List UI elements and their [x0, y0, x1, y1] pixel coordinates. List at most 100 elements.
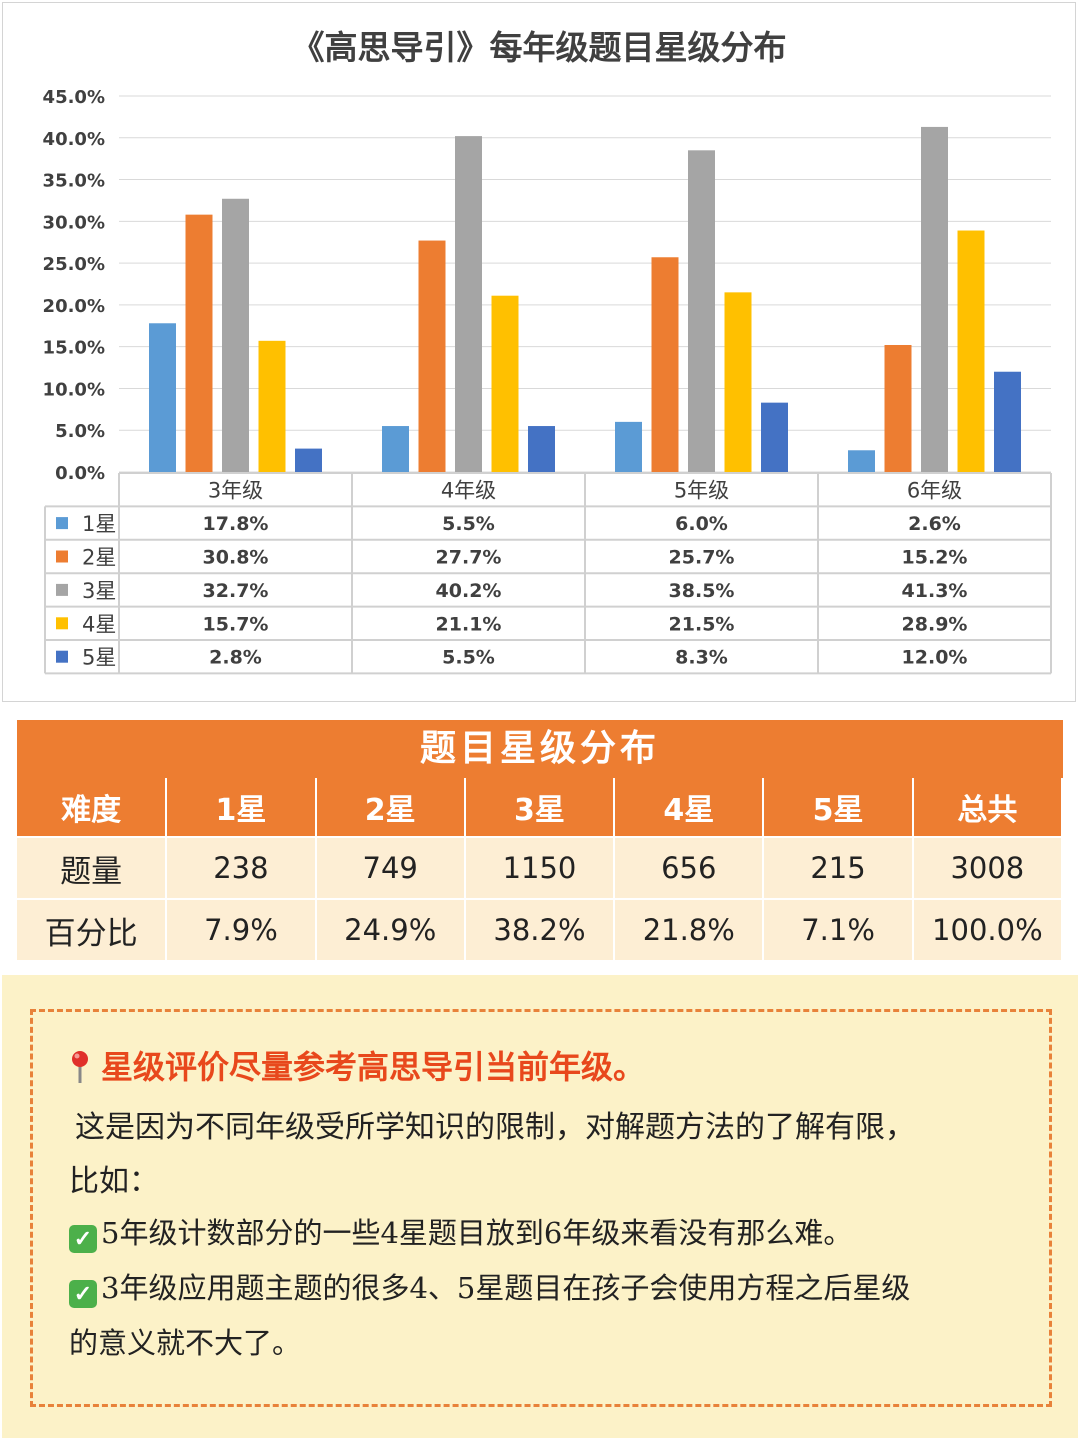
header-cell: 3星	[464, 778, 616, 838]
table-row: 题量 238 749 1150 656 215 3008	[17, 837, 1064, 900]
bar	[957, 230, 985, 472]
note-box: 星级评价尽量参考高思导引当前年级。 这是因为不同年级受所学知识的限制，对解题方法…	[30, 1009, 1052, 1407]
data-label: 41.3%	[902, 580, 968, 602]
bar	[185, 214, 213, 472]
data-label: 5.5%	[442, 513, 495, 535]
data-label: 2.8%	[209, 647, 262, 669]
table-header-row: 难度 1星 2星 3星 4星 5星 总共	[17, 778, 1064, 838]
bar	[724, 292, 752, 472]
x-category-label: 4年级	[441, 479, 496, 503]
data-label: 38.5%	[669, 580, 735, 602]
table-cell: 7.9%	[166, 899, 317, 962]
data-label: 2.6%	[908, 513, 961, 535]
table-cell: 100.0%	[912, 899, 1064, 962]
check-icon: ✓	[69, 1280, 97, 1308]
legend-swatch	[56, 617, 68, 630]
note-heading-text: 星级评价尽量参考高思导引当前年级。	[101, 1048, 646, 1086]
table-cell: 1150	[464, 837, 616, 900]
note-paragraph: 这是因为不同年级受所学知识的限制，对解题方法的了解有限，	[75, 1110, 915, 1145]
x-category-label: 6年级	[907, 479, 962, 503]
data-label: 32.7%	[203, 580, 269, 602]
y-tick-label: 15.0%	[43, 338, 105, 359]
y-tick-label: 0.0%	[55, 463, 105, 484]
data-label: 5.5%	[442, 647, 495, 669]
table-cell: 749	[315, 837, 466, 900]
y-tick-label: 45.0%	[43, 87, 105, 108]
bar	[382, 426, 409, 472]
y-tick-label: 40.0%	[43, 129, 105, 150]
data-label: 12.0%	[902, 647, 968, 669]
bar	[418, 240, 446, 472]
legend-swatch	[56, 583, 68, 596]
bar	[848, 450, 875, 472]
table-cell: 215	[763, 837, 914, 900]
bar	[295, 448, 322, 472]
bar	[651, 257, 679, 472]
legend-swatch	[56, 517, 68, 530]
chart-title: 《高思导引》每年级题目星级分布	[291, 28, 787, 67]
legend-label: 4星	[82, 612, 116, 636]
legend-label: 2星	[82, 546, 116, 570]
bar	[491, 295, 519, 472]
bar	[222, 198, 249, 473]
bar	[455, 136, 482, 472]
table-cell: 21.8%	[614, 899, 765, 962]
data-label: 27.7%	[436, 547, 502, 569]
header-cell: 总共	[912, 778, 1064, 838]
legend-label: 5星	[82, 646, 116, 670]
y-tick-label: 30.0%	[43, 212, 105, 233]
bar-chart: 0.0% 5.0% 10.0% 15.0% 20.0% 25.0% 30.0% 35.0% 40…	[43, 87, 1052, 675]
data-label: 8.3%	[675, 647, 728, 669]
header-cell: 5星	[763, 778, 914, 838]
chart-panel: 《高思导引》每年级题目星级分布 0.0% 5.0% 10.0% 15.0% 20.0% 2…	[2, 2, 1076, 702]
table-cell: 24.9%	[315, 899, 466, 962]
row-label: 题量	[17, 837, 168, 900]
y-tick-label: 25.0%	[43, 254, 105, 275]
table-cell: 656	[614, 837, 765, 900]
bar	[528, 426, 555, 472]
data-label: 21.1%	[436, 613, 502, 635]
table-row: 百分比 7.9% 24.9% 38.2% 21.8% 7.1% 100.0%	[17, 899, 1064, 962]
legend-label: 1星	[82, 512, 116, 536]
x-category-label: 3年级	[208, 479, 263, 503]
distribution-title: 题目星级分布	[17, 720, 1063, 778]
note-check-item: ✓ 5年级计数部分的一些4星题目放到6年级来看没有那么难。	[69, 1210, 852, 1253]
check-icon: ✓	[69, 1225, 97, 1253]
header-cell: 2星	[315, 778, 466, 838]
header-cell: 1星	[166, 778, 317, 838]
data-label: 30.8%	[203, 547, 269, 569]
header-cell: 难度	[17, 778, 168, 838]
x-category-label: 5年级	[674, 479, 729, 503]
bar	[615, 421, 642, 472]
legend-label: 3星	[82, 579, 116, 603]
distribution-table: 难度 1星 2星 3星 4星 5星 总共 题量 238 749 1150 656…	[17, 778, 1064, 962]
bar	[149, 323, 176, 472]
row-label: 百分比	[17, 899, 168, 962]
data-label: 15.7%	[203, 613, 269, 635]
note-panel: 星级评价尽量参考高思导引当前年级。 这是因为不同年级受所学知识的限制，对解题方法…	[2, 975, 1078, 1438]
table-cell: 3008	[912, 837, 1064, 900]
note-check-text: 5年级计数部分的一些4星题目放到6年级来看没有那么难。	[101, 1216, 853, 1250]
legend-swatch	[56, 650, 68, 663]
distribution-panel: 题目星级分布 难度 1星 2星 3星 4星 5星 总共 题量 238 749 1…	[17, 720, 1064, 962]
data-label: 15.2%	[902, 547, 968, 569]
data-label: 28.9%	[902, 613, 968, 635]
table-cell: 7.1%	[763, 899, 914, 962]
table-cell: 238	[166, 837, 317, 900]
data-label: 6.0%	[675, 513, 728, 535]
note-heading: 星级评价尽量参考高思导引当前年级。	[69, 1042, 645, 1088]
header-cell: 4星	[614, 778, 765, 838]
data-label: 21.5%	[669, 613, 735, 635]
legend-swatch	[56, 550, 68, 563]
bar	[921, 126, 948, 472]
note-check-text: 3年级应用题主题的很多4、5星题目在孩子会使用方程之后星级	[101, 1271, 911, 1305]
table-cell: 38.2%	[464, 899, 616, 962]
note-paragraph: 比如：	[69, 1164, 159, 1199]
note-check-item: ✓ 3年级应用题主题的很多4、5星题目在孩子会使用方程之后星级	[69, 1265, 910, 1308]
y-tick-label: 5.0%	[55, 421, 105, 442]
bar	[884, 344, 912, 472]
data-label: 40.2%	[436, 580, 502, 602]
y-tick-label: 20.0%	[43, 296, 105, 317]
data-label: 17.8%	[203, 513, 269, 535]
pin-icon	[69, 1050, 91, 1084]
